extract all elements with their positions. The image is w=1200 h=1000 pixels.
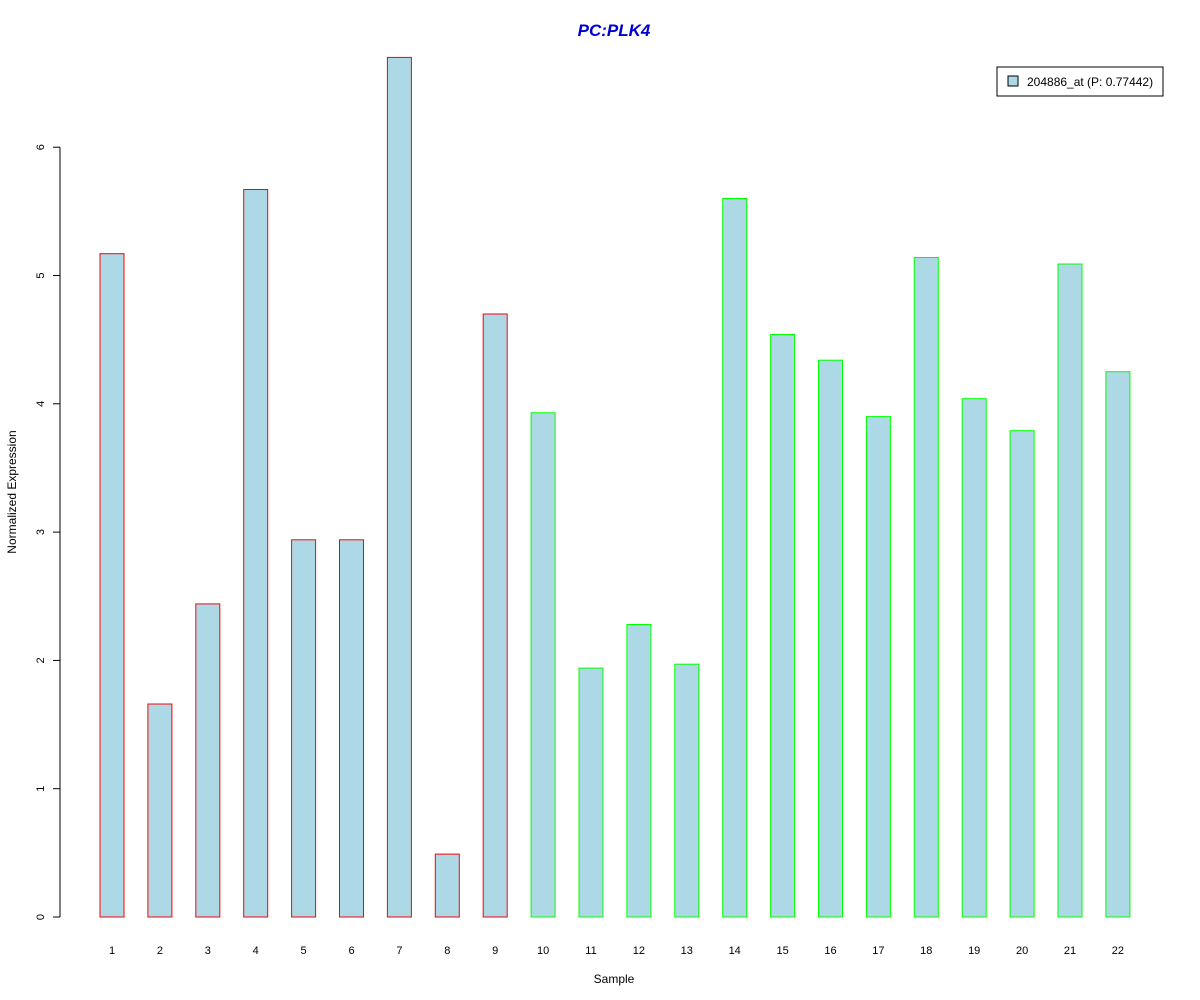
bar-sample-21 (1057, 263, 1083, 918)
bar-sample-16 (818, 359, 843, 918)
bar-sample-12 (626, 624, 652, 918)
x-tick-label: 5 (301, 945, 307, 957)
bar-sample-8 (434, 853, 460, 918)
bar-sample-10 (530, 412, 556, 918)
bar-sample-14 (722, 198, 748, 918)
y-tick-label: 1 (35, 786, 47, 792)
x-tick-label: 18 (920, 945, 932, 957)
x-tick-label: 16 (824, 945, 836, 957)
bar-sample-11 (578, 667, 604, 918)
chart-title: PC:PLK4 (578, 21, 651, 40)
x-tick-label: 1 (109, 945, 115, 957)
bar-sample-18 (913, 257, 939, 918)
x-tick-label: 17 (872, 945, 884, 957)
legend-box (996, 66, 1164, 97)
x-tick-label: 20 (1016, 945, 1028, 957)
y-tick-label: 3 (35, 529, 47, 535)
bar-sample-1 (99, 253, 125, 918)
y-axis-label: Normalized Expression (5, 430, 19, 553)
bars (99, 56, 1131, 918)
bar-sample-13 (674, 663, 700, 918)
x-tick-label: 13 (681, 945, 693, 957)
bar-sample-2 (147, 703, 173, 918)
x-tick-label: 8 (444, 945, 450, 957)
bar-sample-9 (482, 313, 508, 918)
x-tick-label: 4 (253, 945, 259, 957)
bar-sample-4 (243, 189, 269, 918)
x-tick-label: 19 (968, 945, 980, 957)
x-tick-label: 3 (205, 945, 211, 957)
bar-sample-5 (291, 539, 317, 918)
bar-sample-17 (865, 416, 891, 918)
x-tick-label: 21 (1064, 945, 1076, 957)
y-tick-label: 5 (35, 272, 47, 278)
x-tick-label: 11 (585, 945, 596, 957)
x-tick-label: 6 (348, 945, 354, 957)
x-tick-label: 22 (1112, 945, 1124, 957)
legend-label: 204886_at (P: 0.77442) (1027, 75, 1153, 89)
bar-sample-19 (961, 398, 987, 918)
y-axis: 0 1 2 3 4 5 6 (35, 144, 61, 920)
bar-sample-15 (770, 334, 796, 918)
x-tick-label: 12 (633, 945, 645, 957)
bar-sample-6 (339, 539, 364, 918)
x-axis-label: Sample (594, 972, 635, 986)
y-tick-label: 2 (35, 657, 47, 663)
legend: 204886_at (P: 0.77442) (996, 66, 1164, 97)
legend-swatch (1007, 75, 1019, 87)
x-tick-labels: 1 2 3 4 5 6 7 8 9 10 11 12 13 14 15 16 17 18 19 20 21 22 (109, 945, 1124, 957)
bar-sample-3 (195, 603, 221, 918)
y-tick-label: 4 (35, 401, 47, 407)
bar-sample-22 (1105, 371, 1131, 918)
x-tick-label: 9 (492, 945, 498, 957)
x-tick-label: 10 (537, 945, 549, 957)
bar-sample-7 (386, 56, 412, 918)
x-tick-label: 2 (157, 945, 163, 957)
x-tick-label: 14 (729, 945, 741, 957)
y-tick-label: 6 (35, 144, 47, 150)
bar-sample-20 (1009, 430, 1035, 918)
x-tick-label: 7 (396, 945, 402, 957)
x-tick-label: 15 (776, 945, 788, 957)
y-tick-label: 0 (35, 914, 47, 920)
